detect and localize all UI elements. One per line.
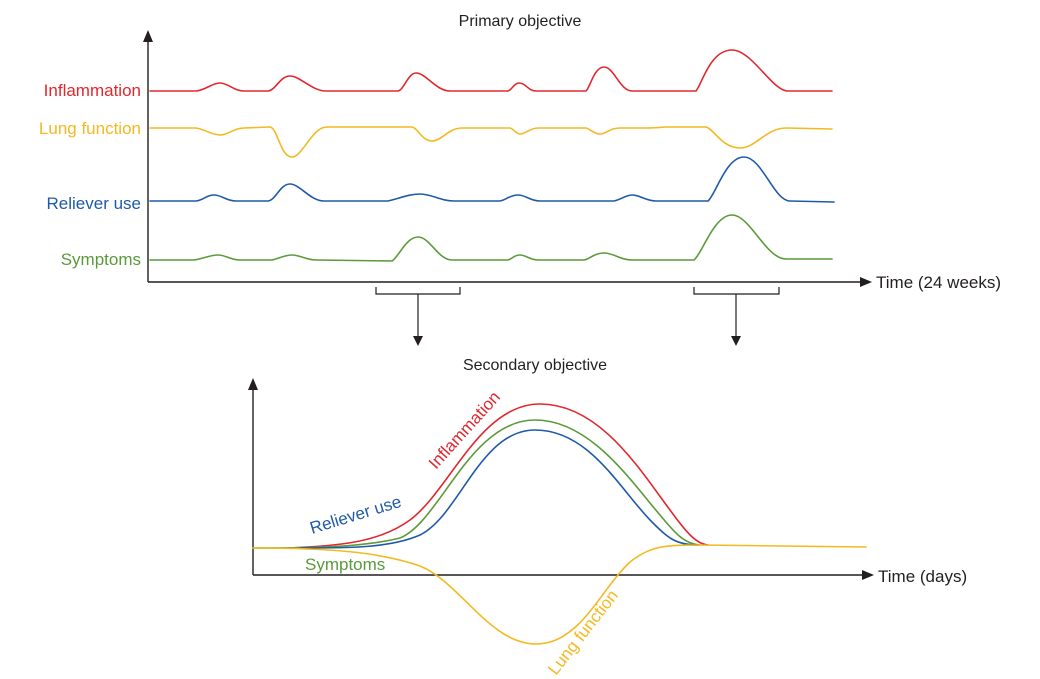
primary-title: Primary objective — [459, 13, 582, 30]
bracket-left — [375, 287, 461, 295]
secondary-x-axis-arrow — [862, 570, 874, 580]
secondary-curve-inflammation — [287, 403, 709, 549]
secondary-curve-lung-function — [252, 544, 867, 645]
secondary-curve-reliever-use — [299, 429, 699, 549]
primary-label-inflammation: Inflammation — [44, 81, 141, 100]
secondary-label-lung-function: Lung function — [544, 586, 622, 678]
secondary-curve-symptoms — [252, 419, 701, 549]
primary-x-axis-arrow — [860, 277, 872, 287]
primary-label-symptoms: Symptoms — [61, 250, 141, 269]
primary-curve-lung-function — [149, 126, 833, 158]
bracket-right — [693, 287, 780, 295]
secondary-y-axis-arrow — [248, 378, 258, 390]
secondary-label-inflammation: Inflammation — [425, 388, 504, 473]
arrow-left-head — [413, 336, 423, 346]
secondary-label-reliever-use: Reliever use — [308, 492, 404, 538]
secondary-title: Secondary objective — [463, 357, 607, 374]
secondary-label-symptoms: Symptoms — [305, 555, 385, 574]
primary-curve-inflammation — [149, 49, 833, 92]
primary-curve-reliever-use — [149, 156, 835, 203]
arrow-right-head — [731, 336, 741, 346]
primary-x-axis-label: Time (24 weeks) — [876, 273, 1001, 292]
primary-label-lung-function: Lung function — [39, 119, 141, 138]
secondary-x-axis-label: Time (days) — [878, 567, 967, 586]
primary-y-axis-arrow — [143, 30, 153, 42]
primary-label-reliever-use: Reliever use — [47, 194, 142, 213]
primary-curve-symptoms — [149, 214, 833, 262]
